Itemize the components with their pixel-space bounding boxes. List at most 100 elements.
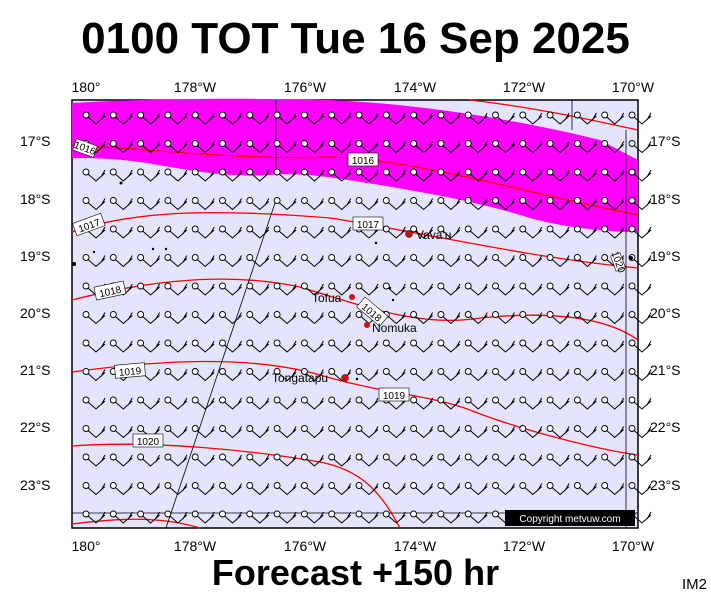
wind-barb	[109, 311, 133, 325]
wind-barb	[382, 368, 406, 382]
wind-barb	[573, 111, 597, 125]
wind-barb	[246, 339, 270, 353]
wind-barb	[464, 482, 488, 496]
wind-barb	[355, 396, 379, 410]
svg-text:170°W: 170°W	[612, 538, 655, 554]
wind-barb	[546, 425, 570, 439]
wind-barb	[164, 225, 188, 239]
place-vavau: Vava'u	[405, 228, 451, 242]
wind-barb	[164, 453, 188, 467]
wind-barb	[546, 396, 570, 410]
wind-barb	[437, 311, 461, 325]
wind-barb	[628, 168, 652, 182]
wind-barb	[137, 140, 161, 154]
lat-labels-left: 17°S 18°S 19°S 20°S 21°S 22°S 23°S	[20, 133, 51, 493]
wind-barb	[109, 482, 133, 496]
isobar-1016b	[469, 99, 639, 131]
wind-barb	[137, 510, 161, 524]
wind-barb	[519, 168, 543, 182]
wind-barb	[273, 254, 297, 268]
wind-barb	[273, 510, 297, 524]
wind-barb	[191, 140, 215, 154]
svg-text:23°S: 23°S	[650, 477, 681, 493]
wind-barb	[273, 111, 297, 125]
wind-barb	[573, 168, 597, 182]
wind-barb	[573, 311, 597, 325]
wind-barb	[546, 311, 570, 325]
wind-barb	[382, 311, 406, 325]
wind-barb	[437, 168, 461, 182]
wind-barb	[109, 396, 133, 410]
wind-barb	[492, 482, 515, 496]
wind-barb	[573, 396, 597, 410]
wind-barb	[137, 453, 161, 467]
wind-barb	[328, 225, 352, 239]
wind-barb	[82, 339, 106, 353]
wind-barb	[137, 168, 161, 182]
wind-barb	[273, 197, 297, 211]
wind-barb	[191, 254, 215, 268]
isobar-label: 1018	[93, 280, 127, 301]
wind-barb	[328, 453, 352, 467]
svg-text:172°W: 172°W	[503, 79, 546, 95]
wind-barb	[410, 168, 434, 182]
wind-barb	[328, 510, 352, 524]
wind-barb	[601, 168, 625, 182]
wind-barb	[246, 368, 270, 382]
wind-barb	[273, 425, 297, 439]
svg-text:170°W: 170°W	[612, 79, 655, 95]
svg-text:1016: 1016	[352, 156, 375, 167]
wind-barb	[410, 368, 434, 382]
wind-barb	[519, 111, 543, 125]
wind-barb	[300, 339, 324, 353]
wind-barb	[382, 282, 406, 296]
wind-barb	[328, 425, 352, 439]
wind-barb	[246, 510, 270, 524]
wind-barb	[300, 282, 324, 296]
wind-barb	[382, 197, 406, 211]
wind-barb	[437, 396, 461, 410]
wind-barb	[109, 225, 133, 239]
wind-barb	[628, 453, 652, 467]
wind-barb	[164, 510, 188, 524]
wind-barb	[355, 168, 379, 182]
wind-barb	[628, 339, 652, 353]
wind-barb	[109, 339, 133, 353]
wind-barb	[382, 453, 406, 467]
wind-barb	[300, 140, 324, 154]
wind-barb	[300, 111, 324, 125]
wind-barb	[273, 396, 297, 410]
wind-barb	[109, 425, 133, 439]
wind-barb	[164, 197, 188, 211]
wind-barb	[437, 225, 461, 239]
wind-barb	[246, 140, 270, 154]
wind-barb	[492, 254, 515, 268]
wind-barb	[410, 425, 434, 439]
wind-barb	[246, 168, 270, 182]
wind-barb	[164, 254, 188, 268]
wind-barb	[137, 425, 161, 439]
wind-barb	[273, 453, 297, 467]
wind-barb	[109, 453, 133, 467]
wind-barb	[601, 311, 625, 325]
wind-barb	[300, 396, 324, 410]
svg-text:Copyright metvuw.com: Copyright metvuw.com	[519, 514, 620, 525]
wind-barb	[410, 140, 434, 154]
wind-barb	[246, 482, 270, 496]
wind-barb	[410, 254, 434, 268]
wind-barb	[519, 482, 543, 496]
wind-barb	[191, 482, 215, 496]
wind-barb	[601, 111, 625, 125]
wind-barb	[628, 425, 652, 439]
wind-barb	[300, 425, 324, 439]
wind-barb	[246, 396, 270, 410]
wind-barb	[601, 482, 625, 496]
wind-barb	[328, 396, 352, 410]
wind-barb	[273, 311, 297, 325]
places: Vava'u Tofua Nomuka Tongatapu	[272, 228, 451, 385]
wind-barb	[137, 339, 161, 353]
svg-text:Tofua: Tofua	[312, 291, 342, 305]
wind-barb	[382, 425, 406, 439]
wind-barb	[382, 111, 406, 125]
svg-text:180°: 180°	[72, 79, 101, 95]
